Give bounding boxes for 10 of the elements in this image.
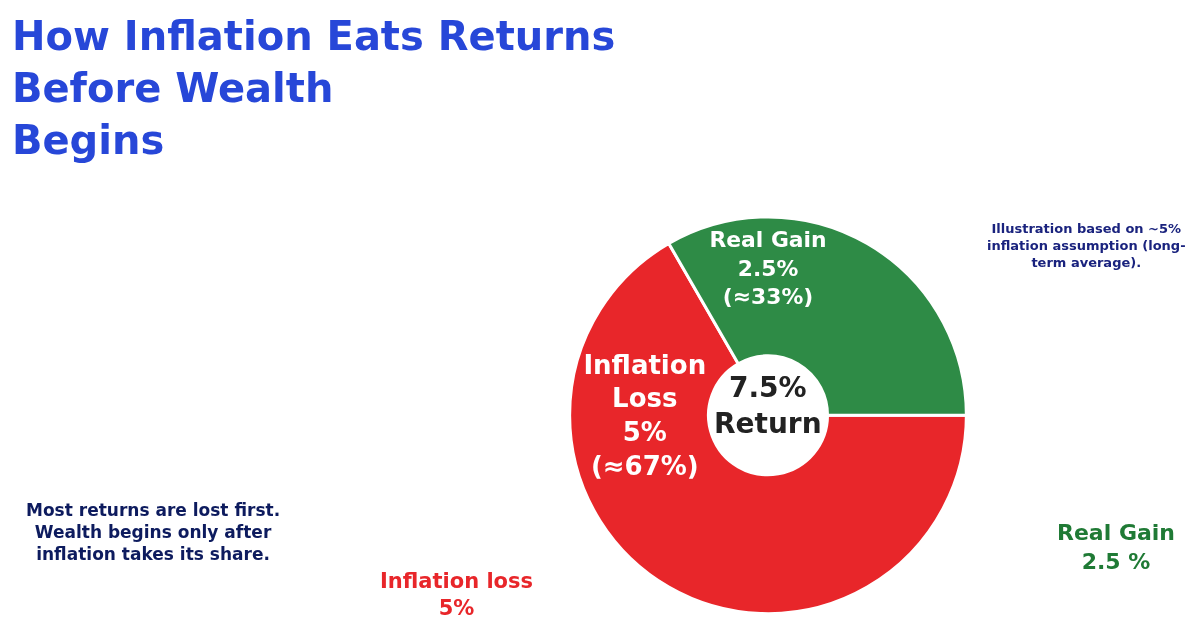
- text: Illustration based on ~5% inflation assumption (long- term average).: [987, 221, 1186, 270]
- data-label: 2.5% (≈33%): [722, 255, 814, 310]
- data-label: 5% (≈67%): [590, 417, 699, 481]
- chart-title: How Inflation Eats Returns Before Wealth Begins: [12, 13, 616, 164]
- text: Inflation loss 5%: [380, 569, 534, 621]
- text: 7.5% Return: [714, 371, 822, 441]
- slice-label: Real Gain: [709, 227, 827, 253]
- slice-label: Inflation Loss: [583, 349, 707, 414]
- text: Real Gain 2.5 %: [1057, 520, 1176, 574]
- text: Most returns are lost first. Wealth begins only after inflation takes its share.: [26, 500, 281, 565]
